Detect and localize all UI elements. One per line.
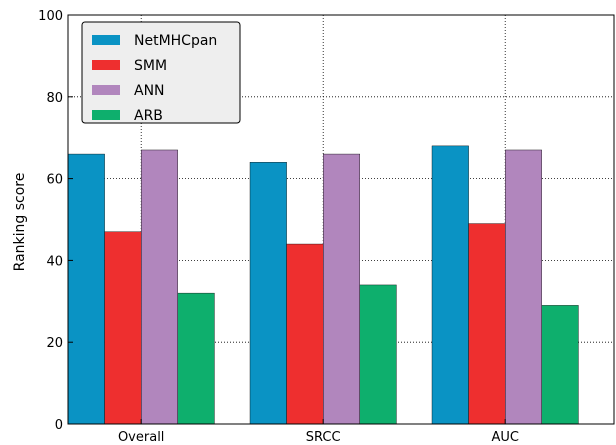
bar-arb-overall xyxy=(177,292,215,425)
bar-smm-srcc xyxy=(286,243,324,425)
bar-ann-srcc xyxy=(323,153,361,425)
bar-smm-overall xyxy=(104,231,142,425)
legend-swatch xyxy=(92,110,120,120)
bar-arb-auc xyxy=(541,305,579,425)
bar-netmhcpan-overall xyxy=(67,153,105,425)
y-axis-label: Ranking score xyxy=(12,173,28,272)
x-tick-label: AUC xyxy=(491,430,519,445)
y-tick-label: 0 xyxy=(55,418,63,433)
x-tick-label: SRCC xyxy=(306,430,341,445)
legend-label: ARB xyxy=(134,108,163,124)
bar-netmhcpan-auc xyxy=(431,145,469,425)
bar-ann-auc xyxy=(505,149,543,425)
bar-arb-srcc xyxy=(359,284,397,425)
legend-swatch xyxy=(92,60,120,70)
x-tick-label: Overall xyxy=(118,430,164,445)
legend-swatch xyxy=(92,85,120,95)
bar-netmhcpan-srcc xyxy=(249,162,287,425)
bar-smm-auc xyxy=(468,223,506,425)
legend-box xyxy=(81,21,241,124)
legend-label: SMM xyxy=(134,58,167,74)
legend-label: ANN xyxy=(134,83,165,99)
plot-frame xyxy=(67,14,615,425)
y-tick-label: 80 xyxy=(46,91,63,106)
y-tick-label: 40 xyxy=(46,254,63,269)
legend-swatch xyxy=(92,35,120,45)
legend: NetMHCpan SMM ANN ARB xyxy=(81,21,241,124)
bar-ann-overall xyxy=(140,149,178,425)
legend-label: NetMHCpan xyxy=(134,33,217,49)
y-ticks: 0 20 40 60 80 100 xyxy=(38,9,73,433)
bars xyxy=(67,145,579,425)
x-ticks: Overall SRCC AUC xyxy=(118,419,519,445)
y-tick-label: 20 xyxy=(46,336,63,351)
y-tick-label: 60 xyxy=(46,173,63,188)
y-tick-label: 100 xyxy=(38,9,63,24)
